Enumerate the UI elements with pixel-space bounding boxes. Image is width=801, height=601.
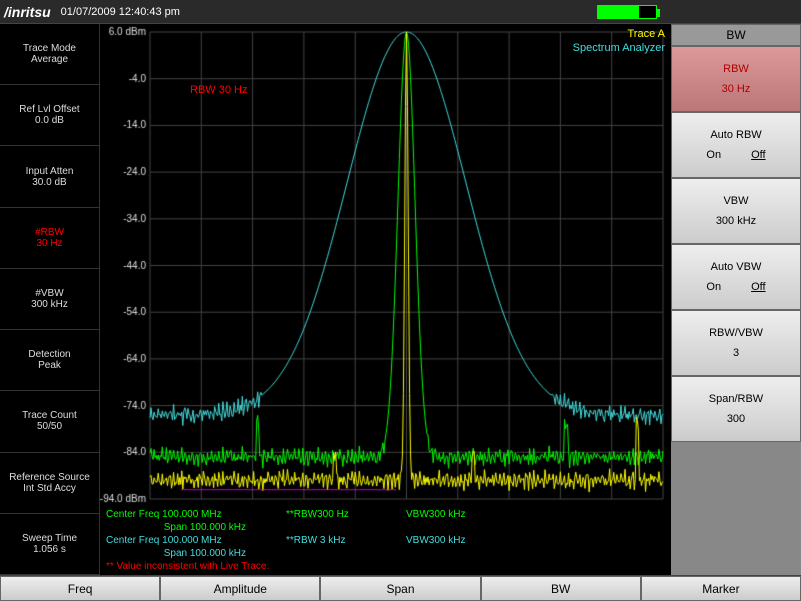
bottom-btn-amplitude[interactable]: Amplitude bbox=[160, 576, 320, 601]
menu-btn-rbw[interactable]: RBW30 Hz bbox=[671, 46, 801, 112]
mode-label: Spectrum Analyzer bbox=[573, 42, 665, 54]
logo: /inritsu bbox=[4, 4, 51, 20]
datetime: 01/07/2009 12:40:43 pm bbox=[61, 6, 180, 18]
menu-btn-span-rbw[interactable]: Span/RBW300 bbox=[671, 376, 801, 442]
bottom-bar: FreqAmplitudeSpanBWMarker bbox=[0, 575, 801, 601]
plot-region: Trace A Spectrum Analyzer RBW 30 Hz Cent… bbox=[100, 24, 671, 575]
trace-label: Trace A bbox=[628, 28, 666, 40]
battery-icon bbox=[597, 5, 657, 19]
menu-btn-rbw-vbw[interactable]: RBW/VBW3 bbox=[671, 310, 801, 376]
left-panel: Trace ModeAverageRef Lvl Offset0.0 dBInp… bbox=[0, 24, 100, 575]
right-menu: BW RBW30 HzAuto RBWOnOffVBW300 kHzAuto V… bbox=[671, 24, 801, 575]
left-item-2[interactable]: Input Atten30.0 dB bbox=[0, 146, 99, 207]
menu-btn-vbw[interactable]: VBW300 kHz bbox=[671, 178, 801, 244]
left-item-3[interactable]: #RBW30 Hz bbox=[0, 208, 99, 269]
bottom-btn-bw[interactable]: BW bbox=[481, 576, 641, 601]
menu-btn-auto-vbw[interactable]: Auto VBWOnOff bbox=[671, 244, 801, 310]
left-item-0[interactable]: Trace ModeAverage bbox=[0, 24, 99, 85]
bottom-btn-freq[interactable]: Freq bbox=[0, 576, 160, 601]
menu-btn-auto-rbw[interactable]: Auto RBWOnOff bbox=[671, 112, 801, 178]
rbw-overlay: RBW 30 Hz bbox=[190, 84, 247, 96]
menu-title: BW bbox=[671, 24, 801, 46]
left-item-4[interactable]: #VBW300 kHz bbox=[0, 269, 99, 330]
left-item-7[interactable]: Reference SourceInt Std Accy bbox=[0, 453, 99, 514]
bottom-btn-marker[interactable]: Marker bbox=[641, 576, 801, 601]
left-item-6[interactable]: Trace Count50/50 bbox=[0, 391, 99, 452]
left-item-1[interactable]: Ref Lvl Offset0.0 dB bbox=[0, 85, 99, 146]
left-item-8[interactable]: Sweep Time1.056 s bbox=[0, 514, 99, 575]
bottom-btn-span[interactable]: Span bbox=[320, 576, 480, 601]
left-item-5[interactable]: DetectionPeak bbox=[0, 330, 99, 391]
